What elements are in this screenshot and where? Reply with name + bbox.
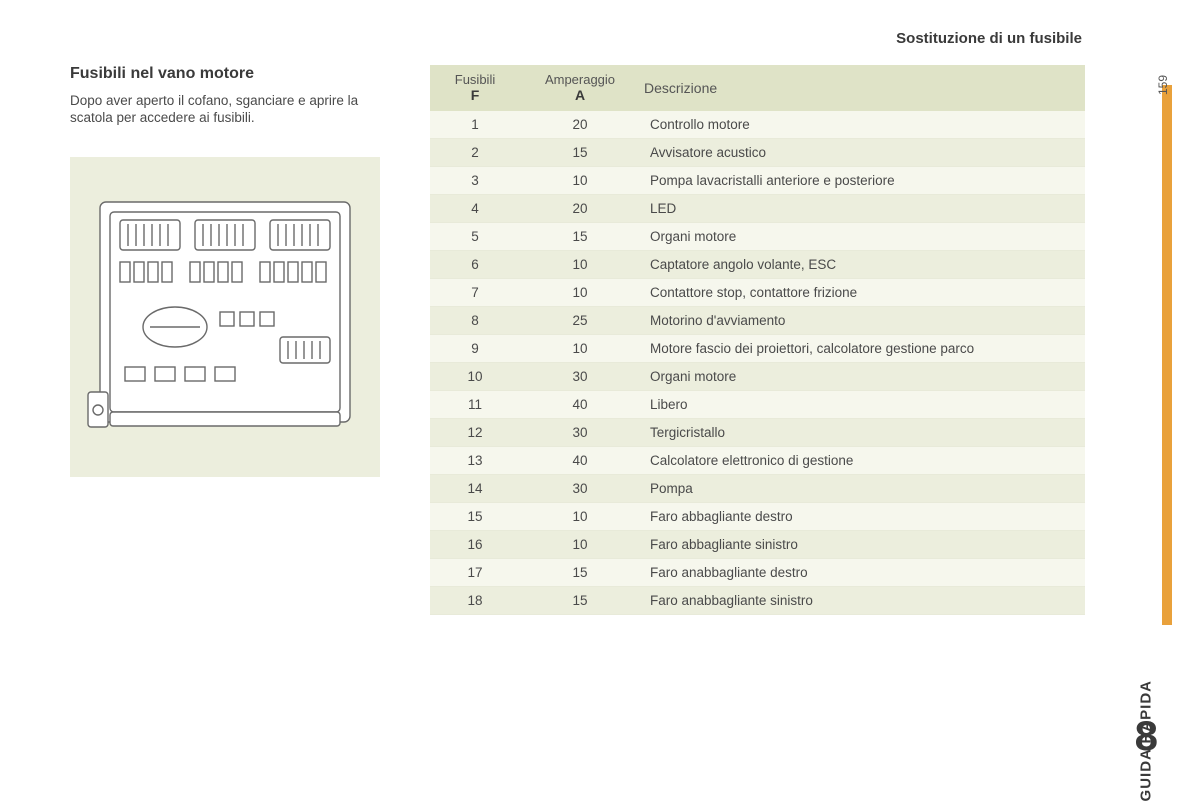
cell-fuse: 16 bbox=[430, 531, 520, 558]
cell-amp: 40 bbox=[520, 391, 640, 418]
table-row: 1340Calcolatore elettronico di gestione bbox=[430, 447, 1085, 475]
cell-desc: Motorino d'avviamento bbox=[640, 307, 1085, 334]
cell-desc: Pompa lavacristalli anteriore e posterio… bbox=[640, 167, 1085, 194]
cell-desc: Pompa bbox=[640, 475, 1085, 502]
cell-amp: 15 bbox=[520, 223, 640, 250]
cell-desc: Faro anabbagliante destro bbox=[640, 559, 1085, 586]
cell-fuse: 13 bbox=[430, 447, 520, 474]
cell-fuse: 6 bbox=[430, 251, 520, 278]
fusebox-svg bbox=[80, 172, 370, 462]
cell-desc: Organi motore bbox=[640, 363, 1085, 390]
chapter-number: 8 bbox=[1135, 712, 1158, 760]
cell-fuse: 11 bbox=[430, 391, 520, 418]
th-amp: Amperaggio A bbox=[520, 65, 640, 111]
cell-amp: 30 bbox=[520, 419, 640, 446]
accent-bar bbox=[1162, 85, 1172, 625]
cell-amp: 10 bbox=[520, 531, 640, 558]
cell-amp: 10 bbox=[520, 251, 640, 278]
cell-amp: 10 bbox=[520, 167, 640, 194]
page-number: 159 bbox=[1156, 75, 1170, 95]
cell-desc: LED bbox=[640, 195, 1085, 222]
page-title: Sostituzione di un fusibile bbox=[70, 30, 1090, 47]
cell-desc: Captatore angolo volante, ESC bbox=[640, 251, 1085, 278]
cell-amp: 20 bbox=[520, 111, 640, 138]
table-row: 1430Pompa bbox=[430, 475, 1085, 503]
table-row: 1230Tergicristallo bbox=[430, 419, 1085, 447]
cell-fuse: 3 bbox=[430, 167, 520, 194]
cell-fuse: 18 bbox=[430, 587, 520, 614]
cell-fuse: 4 bbox=[430, 195, 520, 222]
fuse-table: Fusibili F Amperaggio A Descrizione 120C… bbox=[430, 65, 1085, 615]
cell-amp: 15 bbox=[520, 587, 640, 614]
cell-amp: 15 bbox=[520, 559, 640, 586]
cell-desc: Motore fascio dei proiettori, calcolator… bbox=[640, 335, 1085, 362]
cell-desc: Organi motore bbox=[640, 223, 1085, 250]
cell-amp: 10 bbox=[520, 279, 640, 306]
table-row: 710Contattore stop, contattore frizione bbox=[430, 279, 1085, 307]
content-row: Fusibili nel vano motore Dopo aver apert… bbox=[70, 65, 1090, 615]
cell-desc: Avvisatore acustico bbox=[640, 139, 1085, 166]
page-content: Sostituzione di un fusibile Fusibili nel… bbox=[70, 30, 1090, 615]
table-row: 610Captatore angolo volante, ESC bbox=[430, 251, 1085, 279]
intro-text: Dopo aver aperto il cofano, sganciare e … bbox=[70, 93, 400, 127]
cell-desc: Faro abbagliante sinistro bbox=[640, 531, 1085, 558]
cell-amp: 20 bbox=[520, 195, 640, 222]
table-row: 1815Faro anabbagliante sinistro bbox=[430, 587, 1085, 615]
cell-amp: 10 bbox=[520, 503, 640, 530]
cell-desc: Faro anabbagliante sinistro bbox=[640, 587, 1085, 614]
table-row: 1140Libero bbox=[430, 391, 1085, 419]
table-row: 120Controllo motore bbox=[430, 111, 1085, 139]
table-header: Fusibili F Amperaggio A Descrizione bbox=[430, 65, 1085, 111]
cell-desc: Faro abbagliante destro bbox=[640, 503, 1085, 530]
table-row: 1030Organi motore bbox=[430, 363, 1085, 391]
fusebox-diagram bbox=[70, 157, 380, 477]
table-row: 215Avvisatore acustico bbox=[430, 139, 1085, 167]
cell-fuse: 9 bbox=[430, 335, 520, 362]
cell-fuse: 2 bbox=[430, 139, 520, 166]
cell-fuse: 1 bbox=[430, 111, 520, 138]
table-row: 910Motore fascio dei proiettori, calcola… bbox=[430, 335, 1085, 363]
th-desc: Descrizione bbox=[640, 72, 1085, 104]
left-column: Fusibili nel vano motore Dopo aver apert… bbox=[70, 65, 400, 615]
cell-amp: 10 bbox=[520, 335, 640, 362]
cell-desc: Calcolatore elettronico di gestione bbox=[640, 447, 1085, 474]
cell-desc: Tergicristallo bbox=[640, 419, 1085, 446]
section-heading: Fusibili nel vano motore bbox=[70, 65, 400, 83]
cell-desc: Controllo motore bbox=[640, 111, 1085, 138]
cell-amp: 40 bbox=[520, 447, 640, 474]
cell-amp: 15 bbox=[520, 139, 640, 166]
cell-fuse: 8 bbox=[430, 307, 520, 334]
cell-amp: 30 bbox=[520, 363, 640, 390]
cell-desc: Libero bbox=[640, 391, 1085, 418]
table-row: 1610Faro abbagliante sinistro bbox=[430, 531, 1085, 559]
cell-fuse: 15 bbox=[430, 503, 520, 530]
cell-fuse: 7 bbox=[430, 279, 520, 306]
cell-amp: 30 bbox=[520, 475, 640, 502]
cell-desc: Contattore stop, contattore frizione bbox=[640, 279, 1085, 306]
table-body: 120Controllo motore215Avvisatore acustic… bbox=[430, 111, 1085, 615]
table-row: 515Organi motore bbox=[430, 223, 1085, 251]
table-row: 420LED bbox=[430, 195, 1085, 223]
cell-fuse: 5 bbox=[430, 223, 520, 250]
cell-fuse: 10 bbox=[430, 363, 520, 390]
cell-fuse: 14 bbox=[430, 475, 520, 502]
th-fuse: Fusibili F bbox=[430, 65, 520, 111]
table-row: 1715Faro anabbagliante destro bbox=[430, 559, 1085, 587]
cell-fuse: 12 bbox=[430, 419, 520, 446]
table-row: 1510Faro abbagliante destro bbox=[430, 503, 1085, 531]
table-row: 310Pompa lavacristalli anteriore e poste… bbox=[430, 167, 1085, 195]
cell-amp: 25 bbox=[520, 307, 640, 334]
table-row: 825Motorino d'avviamento bbox=[430, 307, 1085, 335]
cell-fuse: 17 bbox=[430, 559, 520, 586]
right-rail: 159 GUIDA RAPIDA 8 bbox=[1114, 0, 1172, 800]
